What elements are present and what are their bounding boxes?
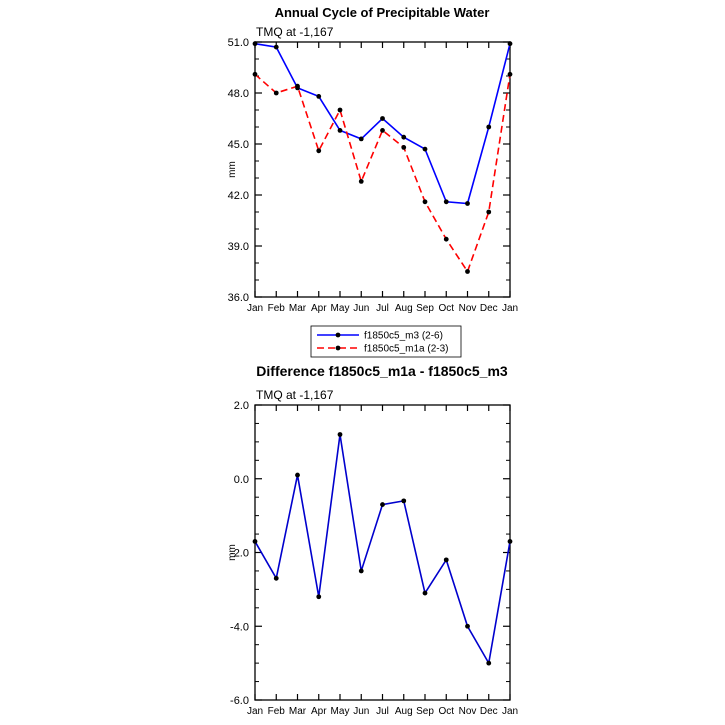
- x-tick-label: Oct: [438, 706, 454, 717]
- x-tick-label: Jul: [376, 303, 389, 314]
- data-point: [295, 83, 300, 89]
- data-point: [337, 432, 343, 437]
- x-tick-label: Oct: [438, 303, 454, 314]
- y-tick-label: 2.0: [234, 400, 249, 412]
- x-tick-label: Jan: [502, 706, 518, 717]
- data-point: [252, 71, 258, 77]
- data-point: [380, 127, 385, 133]
- x-tick-label: Aug: [395, 303, 413, 314]
- x-tick-label: May: [331, 706, 350, 717]
- plot-border: [254, 404, 511, 701]
- data-point: [273, 575, 279, 581]
- y-axis-label: mm: [227, 544, 238, 561]
- data-point: [401, 498, 407, 504]
- data-point: [252, 41, 258, 47]
- data-point: [507, 539, 513, 544]
- x-tick-label: Dec: [480, 303, 498, 314]
- data-point: [358, 568, 364, 574]
- series-line: [254, 73, 511, 274]
- x-tick-label: Apr: [311, 303, 327, 314]
- data-point: [273, 90, 279, 96]
- x-tick-label: Jun: [353, 303, 369, 314]
- data-point: [507, 41, 513, 47]
- x-tick-label: Nov: [459, 303, 477, 314]
- data-point: [422, 146, 428, 152]
- y-tick-label: 45.0: [228, 139, 249, 151]
- chart-subtitle: TMQ at -1,167: [256, 388, 334, 402]
- difference-chart: -6.0 -4.0 -2.0 0.0 2.0 Jan Feb Mar Apr May Jun Jul A…: [227, 363, 518, 717]
- chart-title: Difference f1850c5_m1a - f1850c5_m3: [256, 363, 508, 379]
- data-point: [316, 148, 322, 154]
- legend-box: [310, 325, 462, 358]
- data-point: [337, 127, 343, 133]
- x-tick-label: Apr: [311, 706, 327, 717]
- y-tick-label: 36.0: [228, 292, 249, 304]
- data-point: [465, 201, 470, 206]
- x-tick-label: Nov: [459, 706, 477, 717]
- x-tick-label: Jul: [376, 706, 389, 717]
- x-tick-label: Jan: [502, 303, 518, 314]
- data-point: [443, 199, 449, 205]
- data-point: [486, 209, 492, 215]
- data-point: [422, 590, 428, 596]
- x-tick-label: Aug: [395, 706, 413, 717]
- y-tick-label: -6.0: [230, 695, 249, 707]
- data-point: [337, 107, 343, 113]
- x-tick-label: Jan: [247, 706, 263, 717]
- data-point: [295, 472, 300, 478]
- y-tick-label: -4.0: [230, 621, 249, 633]
- y-tick-label: -2.0: [230, 548, 249, 560]
- x-tick-label: Feb: [268, 706, 286, 717]
- data-point: [422, 199, 428, 205]
- x-tick-label: Jun: [353, 706, 369, 717]
- chart-title: Annual Cycle of Precipitable Water: [275, 5, 490, 20]
- data-point: [273, 44, 279, 50]
- x-tick-label: Dec: [480, 706, 498, 717]
- y-tick-label: 39.0: [228, 241, 249, 253]
- x-tick-label: Feb: [268, 303, 286, 314]
- data-point: [358, 179, 364, 184]
- data-point: [358, 136, 364, 142]
- y-tick-label: 48.0: [228, 88, 249, 100]
- x-tick-label: Sep: [416, 706, 434, 717]
- legend-entry-label: f1850c5_m3 (2-6): [364, 331, 443, 342]
- y-tick-label: 42.0: [228, 190, 249, 202]
- data-point: [443, 236, 449, 242]
- y-axis-label: mm: [227, 161, 238, 178]
- x-tick-label: Mar: [289, 303, 307, 314]
- data-point: [380, 502, 385, 507]
- data-point: [380, 116, 385, 121]
- data-point: [465, 623, 470, 629]
- legend-entry-label: f1850c5_m1a (2-3): [364, 344, 449, 355]
- data-point: [465, 269, 470, 274]
- chart-subtitle: TMQ at -1,167: [256, 25, 334, 39]
- data-point: [486, 124, 492, 130]
- legend-marker-sample: [335, 332, 341, 338]
- x-tick-label: May: [331, 303, 350, 314]
- y-tick-label: 51.0: [228, 37, 249, 49]
- y-tick-label: 0.0: [234, 474, 249, 486]
- data-point: [316, 594, 322, 600]
- data-point: [401, 134, 407, 140]
- series-line: [254, 434, 511, 666]
- data-point: [252, 539, 258, 544]
- x-tick-label: Jan: [247, 303, 263, 314]
- data-point: [507, 71, 513, 77]
- data-point: [486, 660, 492, 666]
- legend-marker-sample: [335, 345, 341, 351]
- x-tick-label: Mar: [289, 706, 307, 717]
- series-line: [254, 42, 511, 205]
- data-point: [401, 145, 407, 150]
- data-point: [443, 557, 449, 563]
- data-point: [316, 94, 322, 99]
- x-tick-label: Sep: [416, 303, 434, 314]
